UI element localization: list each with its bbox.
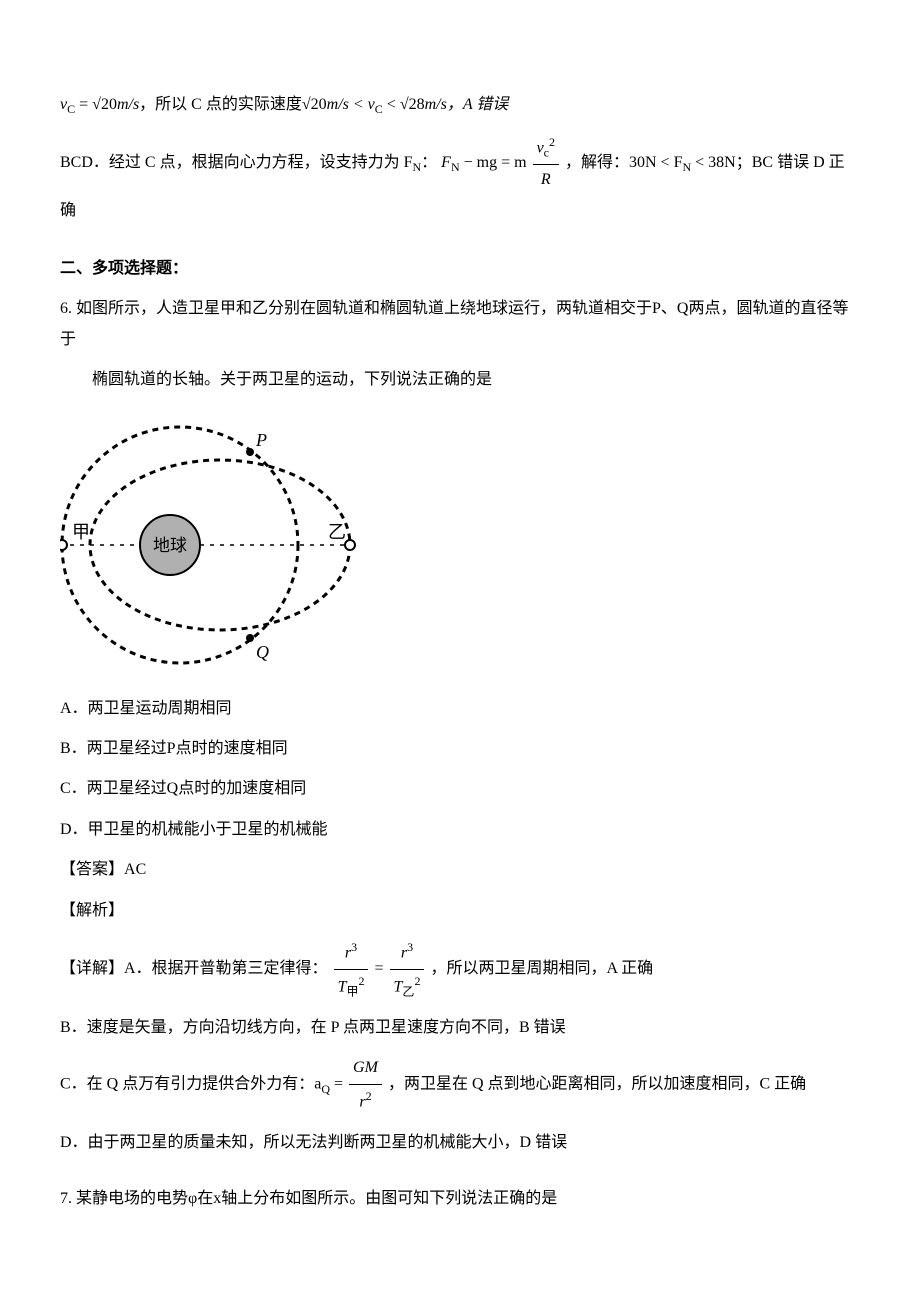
q6-jiexi: 【解析】 bbox=[60, 896, 860, 926]
q6-choice-c: C．两卫星经过Q点时的加速度相同 bbox=[60, 774, 860, 804]
jia-label: 甲 bbox=[72, 522, 90, 542]
q-label: Q bbox=[256, 642, 269, 662]
yi-label: 乙 bbox=[328, 522, 346, 542]
q6-detail-b: B．速度是矢量，方向沿切线方向，在 P 点两卫星速度方向不同，B 错误 bbox=[60, 1013, 860, 1043]
q6-detail-a: 【详解】A．根据开普勒第三定律得： r3 T甲2 = r3 T乙2 ，所以两卫星… bbox=[60, 936, 860, 1003]
q6-choice-b: B．两卫星经过P点时的速度相同 bbox=[60, 734, 860, 764]
section-2-title: 二、多项选择题： bbox=[60, 254, 860, 284]
orbit-diagram: 地球 甲 乙 P Q bbox=[60, 410, 860, 680]
q6-stem-line2: 椭圆轨道的长轴。关于两卫星的运动，下列说法正确的是 bbox=[60, 365, 860, 395]
q6-choice-a: A．两卫星运动周期相同 bbox=[60, 694, 860, 724]
q6-answer: 【答案】AC bbox=[60, 855, 860, 885]
q6-detail-c: C．在 Q 点万有引力提供合外力有：aQ = GM r2 ，两卫星在 Q 点到地… bbox=[60, 1053, 860, 1117]
vc-expr: vC = √20m/s bbox=[60, 96, 139, 113]
frac-vc2-R: vc2 R bbox=[533, 131, 559, 196]
q6-detail-d: D．由于两卫星的质量未知，所以无法判断两卫星的机械能大小，D 错误 bbox=[60, 1128, 860, 1158]
earth-label: 地球 bbox=[153, 536, 187, 555]
q6-choice-d: D．甲卫星的机械能小于卫星的机械能 bbox=[60, 815, 860, 845]
q7-stem: 7. 某静电场的电势φ在x轴上分布如图所示。由图可知下列说法正确的是 bbox=[60, 1184, 860, 1214]
top-line-2: BCD．经过 C 点，根据向心力方程，设支持力为 FN： FN − mg = m… bbox=[60, 131, 860, 226]
frac-r3-T1: r3 T甲2 bbox=[334, 936, 369, 1003]
p-label: P bbox=[255, 430, 267, 450]
frac-GM-r2: GM r2 bbox=[349, 1053, 382, 1117]
q6-stem-line1: 6. 如图所示，人造卫星甲和乙分别在圆轨道和椭圆轨道上绕地球运行，两轨道相交于P… bbox=[60, 294, 860, 355]
top-line-1: vC = √20m/s，所以 C 点的实际速度√20m/s < vC < √28… bbox=[60, 90, 860, 121]
frac-r3-T2: r3 T乙2 bbox=[390, 936, 425, 1003]
